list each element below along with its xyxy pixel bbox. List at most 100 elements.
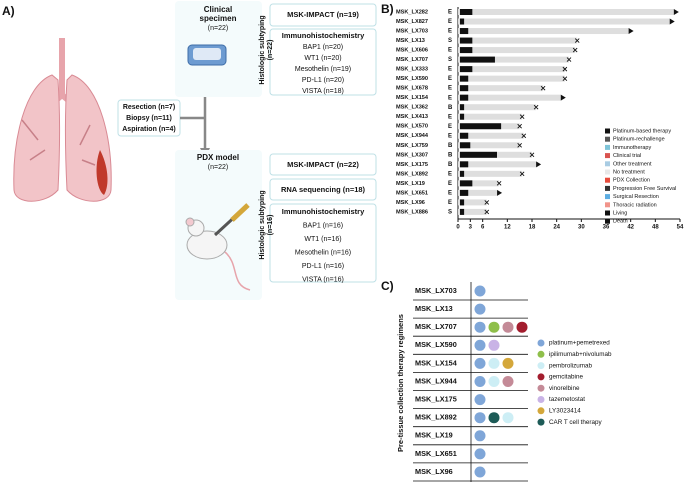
legend-label: vinorelbine <box>549 385 580 392</box>
regimen-dot <box>502 412 514 424</box>
subtype-label: E <box>448 181 452 187</box>
death-marker <box>540 85 546 91</box>
subtyping-label: (n=22) <box>267 40 274 61</box>
regimen-dot <box>474 285 486 297</box>
duration-bar <box>458 37 578 44</box>
patient-label: MSK_LX154 <box>415 358 458 367</box>
patient-label: MSK_LX707 <box>396 57 428 63</box>
treatment-bar <box>460 189 469 196</box>
duration-bar <box>458 9 674 15</box>
patient-label: MSK_LX827 <box>396 19 428 25</box>
regimen-dot <box>502 376 514 387</box>
legend-label: pembrolizumab <box>549 362 593 369</box>
subtype-label: E <box>448 114 452 120</box>
treatment-bar <box>460 37 473 44</box>
subtyping-label: Histologic subtyping <box>259 190 266 259</box>
sample-count: (n=22) <box>208 164 228 171</box>
death-marker <box>529 152 535 158</box>
death-marker <box>517 142 522 148</box>
death-marker <box>519 171 525 177</box>
subtype-label: S <box>448 38 452 44</box>
ihc-box <box>269 28 377 96</box>
duration-bar <box>458 161 537 168</box>
duration-bar <box>458 132 524 139</box>
legend-swatch <box>605 194 610 200</box>
living-marker <box>560 94 566 101</box>
regimen-dot <box>474 339 486 351</box>
subtype-label: S <box>448 57 452 63</box>
duration-bar <box>458 66 565 73</box>
legend-swatch <box>605 218 610 224</box>
duration-bar <box>458 104 537 111</box>
death-marker <box>566 57 572 62</box>
patient-label: MSK_LX707 <box>415 322 457 331</box>
subtype-label: E <box>448 86 452 92</box>
treatment-bar <box>460 75 469 82</box>
treatment-bar <box>460 123 502 130</box>
death-marker <box>572 47 578 53</box>
patient-label: MSK_LX703 <box>396 29 428 35</box>
x-tick-label: 48 <box>652 225 659 231</box>
subtyping-label: Histologic subtyping <box>259 15 266 84</box>
duration-bar <box>458 47 576 54</box>
treatment-bar <box>460 104 465 111</box>
legend-label: gemcitabine <box>549 374 583 381</box>
patient-label: MSK_LX175 <box>415 395 457 404</box>
ihc-item: BAP1 (n=16) <box>303 222 343 229</box>
assay-label: MSK-IMPACT (n=19) <box>287 10 359 19</box>
patient-label: MSK_LX175 <box>396 162 428 168</box>
patient-label: MSK_LX13 <box>415 304 453 313</box>
source-label: Biopsy (n=11) <box>126 115 172 122</box>
death-marker <box>496 181 502 186</box>
lung-illustration <box>13 38 112 202</box>
regimen-dot <box>474 466 486 478</box>
treatment-bar <box>460 28 469 35</box>
death-marker <box>533 104 539 110</box>
x-tick-label: 6 <box>481 225 485 231</box>
patient-label: MSK_LX413 <box>396 114 428 120</box>
patient-label: MSK_LX96 <box>415 467 453 476</box>
duration-bar <box>458 94 561 101</box>
subtype-label: E <box>448 95 452 101</box>
subtype-label: E <box>448 124 452 130</box>
legend-swatch <box>605 202 610 208</box>
legend-label: PDX Collection <box>613 178 650 184</box>
legend-label: Other treatment <box>613 161 652 167</box>
death-marker <box>521 133 527 139</box>
legend-swatch <box>605 177 610 183</box>
assay-label: RNA sequencing (n=18) <box>281 185 366 194</box>
patient-label: MSK_LX282 <box>396 9 428 15</box>
subtype-label: E <box>448 67 452 73</box>
panel-label: A) <box>2 4 15 18</box>
subtype-label: B <box>448 105 453 111</box>
regimen-dot <box>488 376 500 387</box>
subtype-label: E <box>448 171 452 177</box>
mouse-illustration <box>185 203 251 291</box>
x-tick-label: 54 <box>677 225 684 231</box>
living-marker <box>497 189 503 196</box>
subtyping-label: (n=16) <box>267 215 274 236</box>
patient-label: MSK_LX651 <box>396 190 428 196</box>
legend-label: LY3023414 <box>549 407 581 414</box>
legend-label: Thoracic radiation <box>613 202 657 208</box>
legend-label: Platinum-based therapy <box>613 128 671 134</box>
x-tick-label: 18 <box>529 225 536 231</box>
subtype-label: E <box>448 76 452 82</box>
duration-bar <box>458 113 523 120</box>
treatment-bar <box>460 18 465 25</box>
ihc-box <box>269 203 377 283</box>
patient-label: MSK_LX606 <box>396 48 428 54</box>
treatment-bar <box>460 199 465 206</box>
treatment-bar <box>460 180 473 187</box>
regimen-dot <box>488 357 500 369</box>
x-tick-label: 36 <box>603 225 610 231</box>
legend-label: Platinum-rechallenge <box>613 137 665 143</box>
legend-label: tazemetostat <box>549 396 585 403</box>
death-marker <box>484 200 490 205</box>
legend-label: CAR T cell therapy <box>549 419 602 426</box>
legend-label: Progression Free Survival <box>613 186 676 192</box>
legend-swatch <box>605 144 610 150</box>
duration-bar <box>458 56 569 63</box>
legend-swatch <box>605 210 610 216</box>
treatment-bar <box>460 113 465 120</box>
